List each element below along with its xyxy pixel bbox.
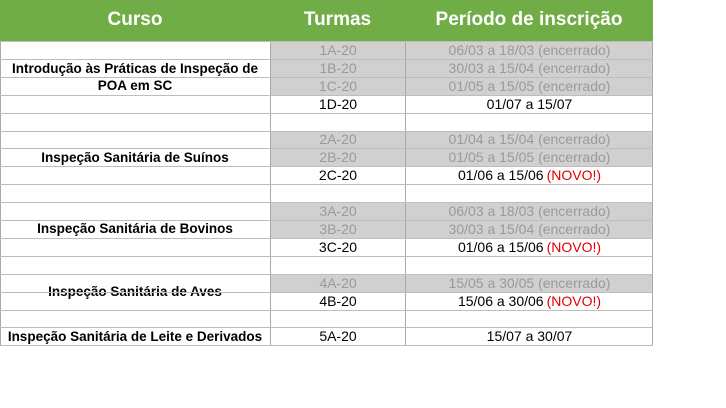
grid-line	[0, 148, 653, 150]
grid-line	[0, 41, 1, 346]
course-name: Inspeção Sanitária de Suínos	[41, 149, 229, 165]
grid-line	[0, 309, 653, 311]
class-code: 1D-20	[318, 95, 358, 112]
registration-table: Curso Turmas Período de inscrição 1A-20 0…	[0, 0, 653, 347]
period-cell: 01/06 a 15/06 (NOVO!)	[406, 166, 653, 184]
period-cell: 01/04 a 15/04 (encerrado)	[406, 130, 653, 149]
period-cell: 01/07 a 15/07	[406, 95, 653, 113]
grid-line	[0, 41, 653, 42]
period-cell: 01/05 a 15/05 (encerrado)	[406, 76, 653, 95]
grid-line	[0, 112, 653, 114]
class-code: 4B-20	[319, 292, 357, 309]
header-course: Curso	[107, 9, 163, 30]
grid-line	[0, 345, 653, 347]
grid-line	[0, 130, 653, 132]
period-text: 01/07 a 15/07	[486, 95, 573, 112]
period-cell: 15/07 a 30/07	[406, 327, 653, 345]
new-badge: (NOVO!)	[546, 167, 602, 184]
period-text: 15/07 a 30/07	[486, 328, 573, 345]
class-code: 1A-20	[271, 41, 405, 59]
table-header: Curso Turmas Período de inscrição	[0, 0, 653, 41]
class-code: 2B-20	[271, 148, 405, 167]
course-name: Introdução às Práticas de Inspeção de PO…	[11, 60, 259, 93]
grid-line	[652, 41, 653, 346]
grid-line	[0, 94, 653, 96]
class-code: 3A-20	[271, 202, 405, 220]
period-cell: 30/03 a 15/04 (encerrado)	[406, 220, 653, 238]
grid-line	[0, 184, 653, 186]
period-text: 06/03 a 18/03 (encerrado)	[448, 41, 611, 58]
period-text: 15/06 a 30/06	[457, 292, 544, 309]
period-cell: 15/05 a 30/05 (encerrado)	[406, 273, 653, 292]
grid-line	[0, 76, 653, 78]
grid-line	[0, 220, 653, 221]
grid-line	[0, 327, 653, 329]
class-code: 2C-20	[318, 167, 358, 184]
period-text: 30/03 a 15/04 (encerrado)	[448, 59, 611, 76]
period-text: 01/05 a 15/05 (encerrado)	[448, 149, 611, 166]
period-cell: 30/03 a 15/04 (encerrado)	[406, 58, 653, 77]
grid-line	[270, 41, 271, 346]
period-text: 01/06 a 15/06	[457, 238, 544, 255]
course-name: Inspeção Sanitária de Aves	[48, 284, 222, 300]
period-cell: 15/06 a 30/06 (NOVO!)	[406, 292, 653, 310]
class-code: 4A-20	[271, 273, 405, 292]
class-code: 3B-20	[271, 220, 405, 238]
grid-line	[0, 273, 653, 275]
period-text: 06/03 a 18/03 (encerrado)	[448, 203, 611, 220]
period-text: 01/06 a 15/06	[457, 167, 544, 184]
grid-line	[0, 166, 653, 168]
new-badge: (NOVO!)	[546, 292, 602, 309]
grid-line	[405, 41, 406, 346]
period-cell: 06/03 a 18/03 (encerrado)	[406, 202, 653, 220]
new-badge: (NOVO!)	[546, 238, 602, 255]
period-text: 01/05 a 15/05 (encerrado)	[448, 77, 611, 94]
period-text: 30/03 a 15/04 (encerrado)	[448, 220, 611, 237]
grid-line	[0, 202, 653, 204]
class-code: 2A-20	[271, 130, 405, 149]
grid-line	[0, 58, 653, 60]
period-text: 01/04 a 15/04 (encerrado)	[448, 131, 611, 148]
grid-line	[0, 237, 653, 239]
period-cell: 06/03 a 18/03 (encerrado)	[406, 41, 653, 59]
grid-line	[0, 291, 653, 293]
class-code: 5A-20	[319, 328, 357, 345]
course-name: Inspeção Sanitária de Bovinos	[37, 221, 233, 237]
class-code: 1C-20	[271, 76, 405, 95]
period-text: 15/05 a 30/05 (encerrado)	[448, 274, 611, 291]
class-code: 3C-20	[318, 238, 358, 255]
header-class: Turmas	[303, 9, 372, 30]
period-cell: 01/05 a 15/05 (encerrado)	[406, 148, 653, 167]
period-cell: 01/06 a 15/06 (NOVO!)	[406, 238, 653, 256]
header-period: Período de inscrição	[435, 9, 623, 30]
grid-line	[0, 255, 653, 257]
course-name: Inspeção Sanitária de Leite e Derivados	[7, 328, 263, 344]
class-code: 1B-20	[271, 58, 405, 77]
